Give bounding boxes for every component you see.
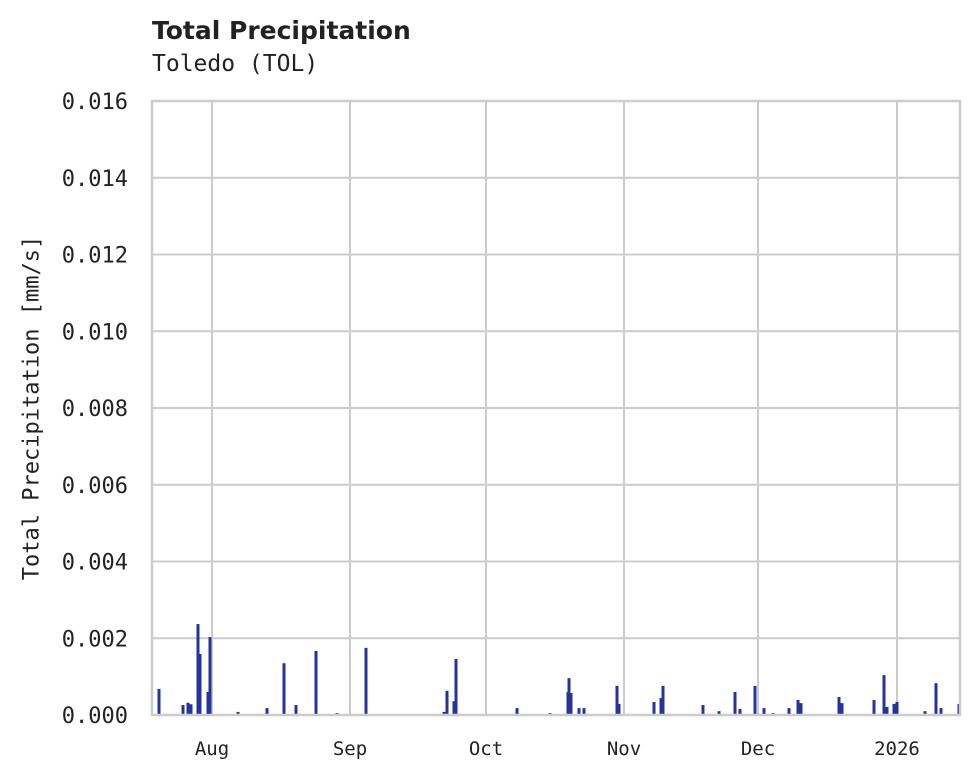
precip-bar <box>939 708 943 715</box>
precip-bar <box>236 711 240 715</box>
x-tick-label: Sep <box>333 738 367 760</box>
precip-bar <box>717 711 721 715</box>
y-axis-ticks: 0.000 0.002 0.004 0.006 0.008 0.010 0.012 0.014… <box>62 90 128 729</box>
precip-bar <box>157 688 161 715</box>
precip-bar <box>577 708 581 715</box>
precip-bar <box>186 702 190 715</box>
precip-bar <box>753 685 757 715</box>
precip-bar <box>198 653 202 715</box>
plot-border <box>150 99 962 717</box>
precip-bar <box>617 703 621 715</box>
precip-bar <box>701 705 705 715</box>
precip-bar <box>208 637 212 715</box>
precip-bar <box>569 693 573 715</box>
x-tick-label: Dec <box>741 738 775 760</box>
precip-bar <box>733 691 737 715</box>
precip-bar <box>615 685 619 715</box>
y-tick-label: 0.012 <box>62 244 128 269</box>
precip-bar <box>923 711 927 715</box>
y-tick-label: 0.008 <box>62 397 128 422</box>
precip-bar <box>659 698 663 715</box>
precip-bar <box>872 700 876 715</box>
x-tick-label: Oct <box>469 738 503 760</box>
grid-lines <box>152 100 960 716</box>
precip-bar <box>364 647 368 715</box>
precip-bar <box>738 708 742 715</box>
precip-bar <box>661 685 665 715</box>
precip-bar <box>895 701 899 715</box>
precip-bar <box>189 704 193 715</box>
precip-bar <box>515 708 519 715</box>
y-tick-label: 0.016 <box>62 90 128 115</box>
precip-bar <box>314 650 318 715</box>
precip-bar <box>892 703 896 715</box>
precip-bar <box>885 706 889 715</box>
x-tick-label: Nov <box>607 738 641 760</box>
precip-bar <box>762 708 766 715</box>
y-tick-label: 0.004 <box>62 551 128 576</box>
x-axis-ticks: Aug Sep Oct Nov Dec 2026 <box>195 738 920 760</box>
precip-bar <box>282 663 286 715</box>
y-tick-label: 0.000 <box>62 704 128 729</box>
plot-frame <box>150 99 962 717</box>
precip-bar <box>882 675 886 715</box>
precip-bar <box>799 703 803 715</box>
chart-title: Total Precipitation <box>152 16 411 45</box>
precip-bar <box>652 701 656 715</box>
y-tick-label: 0.006 <box>62 474 128 499</box>
precip-bar <box>934 683 938 715</box>
y-tick-label: 0.010 <box>62 320 128 345</box>
precip-bar <box>840 703 844 715</box>
chart-subtitle: Toledo (TOL) <box>152 51 319 77</box>
y-tick-label: 0.002 <box>62 627 128 652</box>
precip-bar <box>206 691 210 715</box>
precip-bar <box>787 708 791 715</box>
y-tick-label: 0.014 <box>62 167 128 192</box>
precip-bar <box>837 696 841 715</box>
precip-bar <box>265 708 269 715</box>
precip-bar <box>796 700 800 715</box>
precip-bar <box>294 705 298 715</box>
precip-bar <box>452 701 456 715</box>
precip-bar <box>445 690 449 715</box>
precip-bar <box>442 711 446 715</box>
precipitation-bars <box>157 624 961 715</box>
x-tick-label: 2026 <box>874 738 920 760</box>
precip-bar <box>582 708 586 715</box>
x-tick-label: Aug <box>195 738 229 760</box>
precip-bar <box>196 624 200 715</box>
precip-bar <box>454 658 458 715</box>
precip-bar <box>567 678 571 715</box>
precip-bar <box>181 705 185 715</box>
